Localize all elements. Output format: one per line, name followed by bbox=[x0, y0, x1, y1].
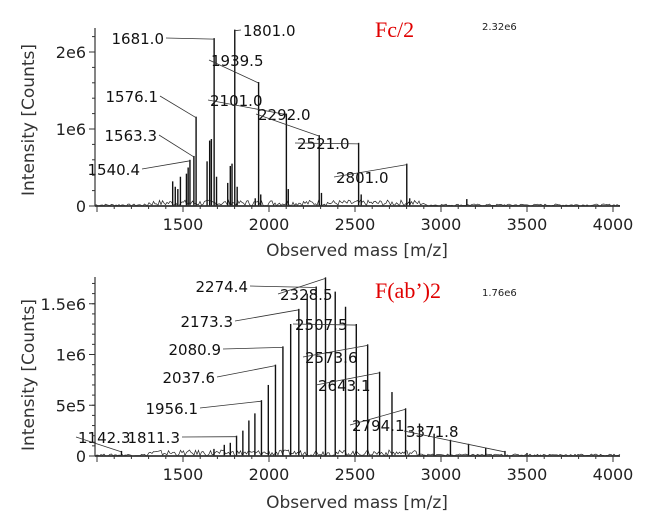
x-tick-label: 3500 bbox=[507, 215, 548, 234]
y-tick-label: 0 bbox=[76, 197, 86, 216]
peak-label: 1540.4 bbox=[88, 161, 141, 179]
y-tick-label: 1.5e6 bbox=[41, 295, 86, 314]
peak-label-leader bbox=[315, 372, 380, 386]
y-tick-label: 5e5 bbox=[56, 396, 86, 415]
peak-label: 1939.5 bbox=[211, 52, 264, 70]
peak-label-leader bbox=[255, 113, 320, 137]
peak-label-leader bbox=[75, 436, 122, 453]
peak-label-leader bbox=[141, 160, 191, 170]
peak-label-leader bbox=[234, 29, 242, 32]
peak-label-leader bbox=[277, 277, 326, 295]
peak-label: 3371.8 bbox=[406, 423, 459, 441]
peak-label-leader bbox=[249, 285, 317, 288]
x-tick-label: 3500 bbox=[507, 465, 548, 484]
peak-label: 2173.3 bbox=[181, 313, 234, 331]
y-axis-label: Intensity [Counts] bbox=[19, 299, 39, 451]
peak-label-leader bbox=[294, 142, 359, 145]
peak-label: 2521.0 bbox=[297, 135, 350, 153]
peak-label: 2801.0 bbox=[336, 169, 389, 187]
max-intensity-label: 1.76e6 bbox=[482, 288, 517, 299]
y-tick-label: 1e6 bbox=[56, 120, 86, 139]
peak-label-leader bbox=[222, 346, 283, 350]
fab2-spectrum-panel: Intensity [Counts] Observed mass [m/z] F… bbox=[19, 277, 633, 513]
peak-label-leader bbox=[207, 99, 287, 115]
x-tick-label: 1500 bbox=[163, 215, 204, 234]
peak-label: 2573.6 bbox=[305, 349, 358, 367]
peak-label: 2274.4 bbox=[196, 278, 249, 296]
x-tick-label: 4000 bbox=[593, 465, 634, 484]
peak-label-leader bbox=[159, 95, 197, 119]
peak-label-leader bbox=[208, 59, 259, 84]
peak-label: 2080.9 bbox=[169, 341, 222, 359]
y-tick-label: 1e6 bbox=[56, 346, 86, 365]
peak-label: 2037.6 bbox=[163, 369, 216, 387]
peak-label-leader bbox=[165, 37, 215, 40]
peak-label: 2292.0 bbox=[258, 106, 311, 124]
peak-label: 1801.0 bbox=[243, 22, 296, 40]
peak-label-leader bbox=[158, 134, 195, 158]
y-tick-label: 2e6 bbox=[56, 43, 86, 62]
y-axis-label: Intensity [Counts] bbox=[19, 44, 39, 196]
peak-label: 1811.3 bbox=[128, 429, 181, 447]
peak-label: 2507.5 bbox=[295, 316, 348, 334]
peak-label-leader bbox=[234, 309, 299, 322]
peak-label-leader bbox=[216, 365, 276, 378]
peak-label-leader bbox=[403, 430, 506, 453]
peak-label: 2794.1 bbox=[352, 417, 405, 435]
x-tick-label: 1500 bbox=[163, 465, 204, 484]
x-tick-label: 3000 bbox=[421, 215, 462, 234]
peak-label: 1142.3 bbox=[78, 429, 131, 447]
peak-label-leader bbox=[349, 408, 406, 426]
chart-title: F(ab’)2 bbox=[375, 278, 441, 303]
peak-label-leader bbox=[302, 344, 368, 358]
x-tick-label: 2500 bbox=[335, 465, 376, 484]
peak-label: 2101.0 bbox=[210, 92, 263, 110]
x-tick-label: 3000 bbox=[421, 465, 462, 484]
x-tick-label: 2500 bbox=[335, 215, 376, 234]
peak-label: 1576.1 bbox=[106, 88, 159, 106]
y-tick-label: 0 bbox=[76, 447, 86, 466]
peak-label: 1681.0 bbox=[112, 30, 165, 48]
max-intensity-label: 2.32e6 bbox=[482, 22, 517, 33]
peak-label: 2643.1 bbox=[318, 377, 371, 395]
x-tick-label: 4000 bbox=[593, 215, 634, 234]
x-tick-label: 2000 bbox=[249, 215, 290, 234]
x-tick-label: 2000 bbox=[249, 465, 290, 484]
peak-label: 1956.1 bbox=[146, 400, 199, 418]
chart-title: Fc/2 bbox=[375, 17, 414, 42]
x-axis-label: Observed mass [m/z] bbox=[266, 241, 448, 261]
peak-label: 1563.3 bbox=[105, 127, 158, 145]
peak-label-leader bbox=[199, 400, 262, 409]
fc2-spectrum-panel: Intensity [Counts] Observed mass [m/z] F… bbox=[19, 17, 633, 261]
peak-label: 2328.5 bbox=[280, 286, 333, 304]
peak-label-leader bbox=[292, 323, 357, 326]
peak-label-leader bbox=[333, 164, 407, 178]
x-axis-label: Observed mass [m/z] bbox=[266, 493, 448, 513]
